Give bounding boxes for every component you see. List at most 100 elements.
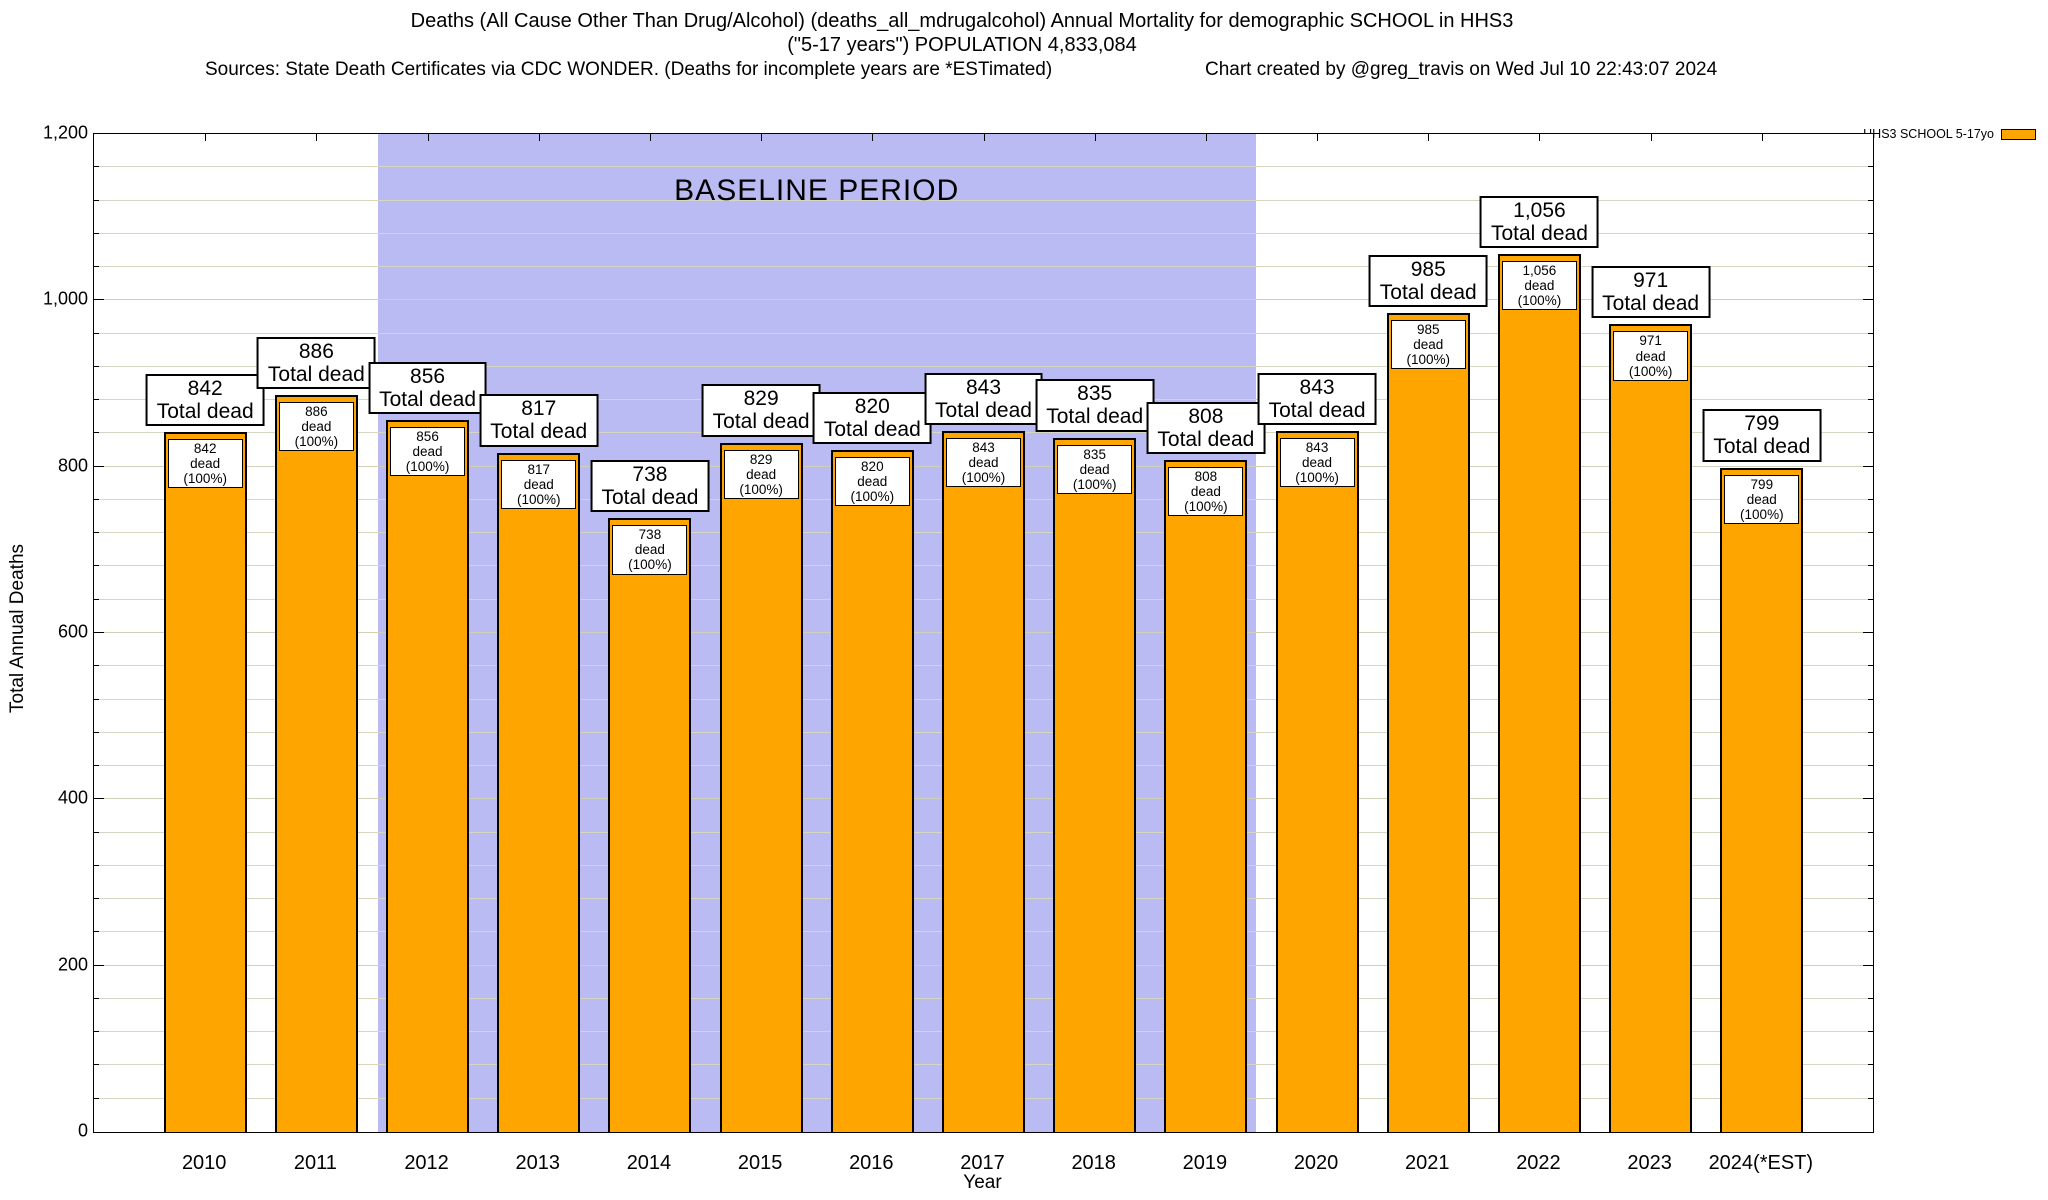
y-tick-mark (94, 432, 99, 434)
x-tick-label-2015: 2015 (737, 1152, 783, 1174)
x-tick-label-2012: 2012 (404, 1152, 449, 1174)
x-tick-mark-top (1539, 134, 1541, 141)
gridline-y-960 (94, 332, 1873, 334)
bar-inner-label-2018: 835 dead (100%) (1057, 444, 1133, 494)
bar-inner-label-2016: 820 dead (100%) (834, 457, 910, 507)
sources-note: Sources: State Death Certificates via CD… (205, 59, 1053, 80)
plot-area: BASELINE PERIOD 842 dead (100%) 842 Total de… (93, 133, 1874, 1133)
y-tick-mark (94, 1064, 99, 1066)
bar-total-label-2022: 1,056 Total dead (1479, 195, 1599, 248)
y-tick-mark (1868, 765, 1873, 767)
legend: HHS3 SCHOOL 5-17yo (1863, 127, 2036, 141)
gridline-y-1000 (94, 299, 1873, 301)
bar-2016: 820 dead (100%) (830, 450, 914, 1132)
y-tick-mark (94, 731, 99, 733)
legend-color-swatch-icon (2001, 128, 2036, 140)
y-tick-mark (1868, 1031, 1873, 1033)
y-tick-mark (94, 532, 99, 534)
bar-total-label-2010: 842 Total dead (145, 373, 265, 426)
y-tick-mark (94, 365, 99, 367)
y-tick-mark (1868, 365, 1873, 367)
bar-inner-label-2021: 985 dead (100%) (1390, 319, 1466, 370)
y-tick-mark (1868, 997, 1873, 999)
bar-inner-label-2010: 842 dead (100%) (167, 438, 243, 489)
y-tick-mark (94, 299, 104, 301)
bar-total-label-2020: 843 Total dead (1257, 372, 1377, 425)
bar-2018: 835 dead (100%) (1053, 437, 1137, 1132)
y-tick-mark (94, 997, 99, 999)
y-tick-mark (94, 765, 99, 767)
y-tick-mark (94, 632, 104, 633)
y-tick-mark (94, 565, 99, 567)
bar-2020: 843 dead (100%) (1275, 430, 1359, 1132)
bar-inner-label-2012: 856 dead (100%) (390, 427, 466, 477)
x-tick-label-2018: 2018 (1071, 1152, 1116, 1174)
bar-total-label-2014: 738 Total dead (590, 460, 710, 513)
y-tick-mark (1863, 632, 1873, 633)
bar-inner-label-2017: 843 dead (100%) (946, 437, 1021, 488)
x-tick-mark-top (1317, 134, 1319, 141)
x-tick-mark-top (1094, 134, 1096, 141)
y-tick-mark (94, 964, 104, 966)
bar-total-label-2019: 808 Total dead (1146, 401, 1266, 455)
baseline-period-label: BASELINE PERIOD (674, 174, 960, 207)
y-tick-mark (1868, 432, 1873, 434)
bar-total-label-2017: 843 Total dead (924, 372, 1043, 425)
x-tick-label-2014: 2014 (626, 1152, 672, 1174)
y-tick-mark (94, 698, 99, 700)
bar-total-label-2024(*EST): 799 Total dead (1702, 409, 1822, 462)
gridline-y-920 (94, 365, 1873, 367)
y-tick-mark (1868, 532, 1873, 534)
bar-inner-label-2019: 808 dead (100%) (1168, 467, 1244, 517)
y-tick-mark (94, 266, 99, 268)
y-tick-mark (94, 399, 99, 401)
y-tick-mark (1868, 898, 1873, 900)
y-tick-mark (1868, 232, 1873, 234)
y-tick-mark (1868, 931, 1873, 933)
bar-2015: 829 dead (100%) (719, 442, 803, 1132)
bar-2011: 886 dead (100%) (274, 395, 358, 1132)
x-tick-label-2024(*EST): 2024(*EST) (1708, 1152, 1814, 1174)
x-tick-mark-top (205, 134, 207, 141)
x-tick-mark-top (649, 134, 651, 141)
bar-inner-label-2024(*EST): 799 dead (100%) (1724, 474, 1800, 524)
y-tick-mark (94, 798, 104, 800)
y-tick-mark (94, 665, 99, 667)
y-tick-mark (94, 831, 99, 833)
x-tick-label-2021: 2021 (1405, 1152, 1450, 1174)
gridline-y-1040 (94, 266, 1873, 268)
bar-2019: 808 dead (100%) (1164, 460, 1248, 1132)
x-tick-mark-top (761, 134, 763, 141)
legend-series-label: HHS3 SCHOOL 5-17yo (1863, 127, 1994, 141)
y-tick-mark (1868, 498, 1873, 500)
bar-2023: 971 dead (100%) (1609, 324, 1693, 1132)
y-tick-mark (1868, 199, 1873, 201)
x-tick-label-2017: 2017 (960, 1152, 1005, 1174)
y-tick-label-200: 200 (57, 954, 88, 975)
x-tick-mark-top (427, 134, 429, 141)
bar-2013: 817 dead (100%) (497, 452, 581, 1132)
x-tick-mark-top (1428, 134, 1430, 141)
bar-2010: 842 dead (100%) (163, 431, 247, 1132)
y-tick-mark (1863, 465, 1873, 467)
y-tick-mark (1868, 1064, 1873, 1066)
y-tick-mark (1868, 266, 1873, 268)
y-tick-mark (1868, 864, 1873, 866)
y-tick-mark (1863, 798, 1873, 800)
bar-2017: 843 dead (100%) (942, 430, 1025, 1132)
bar-inner-label-2013: 817 dead (100%) (501, 459, 577, 509)
bar-2014: 738 dead (100%) (608, 518, 692, 1132)
x-axis-label: Year (963, 1172, 1002, 1193)
y-tick-mark (94, 1031, 99, 1033)
y-tick-mark (94, 898, 99, 900)
y-tick-mark (94, 232, 99, 234)
x-tick-mark-top (1761, 134, 1763, 141)
y-tick-mark (94, 1097, 99, 1099)
y-tick-mark (1863, 964, 1873, 966)
gridline-y-1160 (94, 166, 1873, 168)
bar-total-label-2013: 817 Total dead (479, 394, 599, 447)
bar-2012: 856 dead (100%) (386, 420, 470, 1132)
x-tick-label-2013: 2013 (515, 1152, 561, 1174)
y-tick-mark (1868, 565, 1873, 567)
